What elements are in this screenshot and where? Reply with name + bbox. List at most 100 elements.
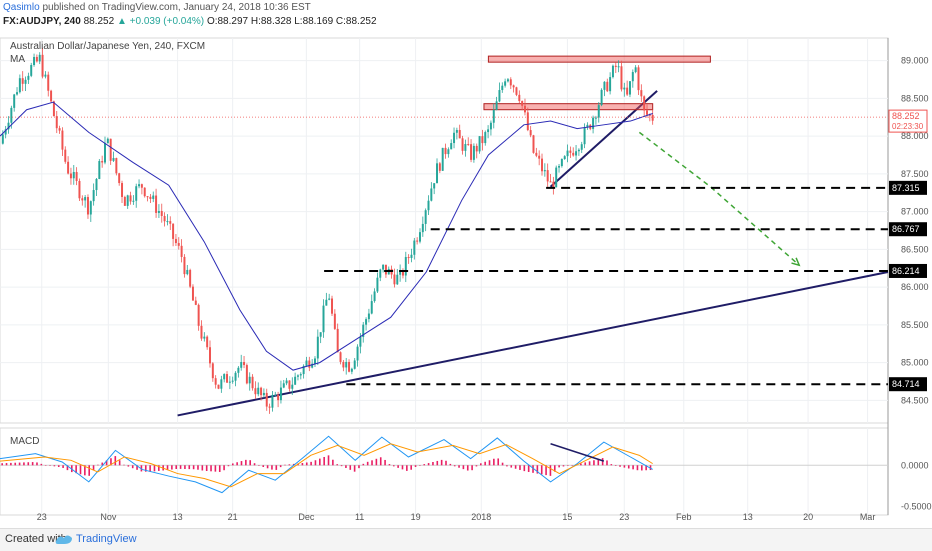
candle-body xyxy=(174,238,177,244)
macd-histogram-bar xyxy=(5,463,8,466)
axis-labels: 23 Nov 13 21 Dec 11 19 2018 15 23 Feb 13 20 Mar 84.500… xyxy=(37,56,932,522)
ma-indicator-label[interactable]: MA xyxy=(10,54,25,65)
candle-body xyxy=(404,257,407,276)
moving-average-line xyxy=(0,101,653,371)
y-tick-label: 88.500 xyxy=(901,93,929,103)
level-badge xyxy=(889,222,927,237)
candle-body xyxy=(319,332,322,337)
macd-histogram-bar xyxy=(514,465,517,469)
macd-histogram-bar xyxy=(314,460,317,466)
macd-histogram-bar xyxy=(40,463,43,466)
candle-body xyxy=(523,105,526,113)
candle-body xyxy=(382,264,385,270)
candle-body xyxy=(106,138,109,144)
candle-body xyxy=(294,376,297,385)
macd-histogram-bar xyxy=(549,465,552,476)
candle-body xyxy=(566,150,569,157)
macd-histogram-bar xyxy=(488,460,491,466)
y-tick-label: 89.000 xyxy=(901,56,929,66)
candle-body xyxy=(478,136,481,152)
macd-indicator-label[interactable]: MACD xyxy=(10,436,40,447)
candle-body xyxy=(353,360,356,369)
price-chart[interactable]: 23 Nov 13 21 Dec 11 19 2018 15 23 Feb 13 20 Mar 84.500… xyxy=(0,0,932,528)
candle-body xyxy=(472,145,475,160)
candle-body xyxy=(609,77,612,92)
author-link[interactable]: Qasimlo xyxy=(3,2,40,13)
macd-histogram-bar xyxy=(144,465,147,472)
macd-histogram-bar xyxy=(523,465,526,472)
candle-body xyxy=(558,166,561,168)
macd-histogram-bar xyxy=(506,465,508,467)
candle-body xyxy=(577,149,580,152)
macd-histogram-bar xyxy=(480,463,482,466)
macd-histogram-bar xyxy=(436,460,439,466)
candle-body xyxy=(526,112,529,131)
macd-histogram-bar xyxy=(310,461,312,466)
macd-histogram-bar xyxy=(584,462,587,466)
candle-body xyxy=(376,277,379,292)
candle-body xyxy=(410,254,413,258)
candle-body xyxy=(450,143,453,150)
candle-body xyxy=(81,198,84,201)
candle-body xyxy=(132,200,135,202)
macd-panel xyxy=(0,435,888,494)
candle-body xyxy=(64,149,67,162)
macd-histogram-bar xyxy=(414,465,417,467)
candle-body xyxy=(44,74,47,77)
candle-body xyxy=(651,114,654,121)
macd-histogram-bar xyxy=(627,465,630,469)
macd-histogram-bar xyxy=(384,459,386,466)
candle-body xyxy=(118,173,121,184)
macd-histogram-bar xyxy=(580,463,582,466)
candle-body xyxy=(217,384,220,389)
candle-body xyxy=(359,337,362,347)
moving-average-series xyxy=(0,101,653,371)
symbol-label: FX:AUDJPY, 240 xyxy=(3,16,81,27)
y-tick-label: 84.500 xyxy=(901,395,929,405)
candle-body xyxy=(109,138,112,161)
macd-histogram-bar xyxy=(497,458,500,466)
candle-body xyxy=(123,196,126,206)
macd-histogram-bar xyxy=(327,455,330,466)
macd-histogram-bar xyxy=(227,465,230,467)
macd-histogram-bar xyxy=(593,460,595,466)
candle-body xyxy=(538,155,541,159)
candle-body xyxy=(401,270,404,276)
y-tick-label: 85.500 xyxy=(901,320,929,330)
macd-histogram-bar xyxy=(432,462,434,466)
macd-histogram-bar xyxy=(36,462,38,466)
candle-body xyxy=(30,65,33,76)
candle-body xyxy=(288,380,291,389)
candle-body xyxy=(461,138,464,151)
macd-histogram-bar xyxy=(379,457,382,466)
macd-histogram-bar xyxy=(249,460,251,466)
candle-body xyxy=(362,324,365,338)
macd-histogram-bar xyxy=(540,465,543,475)
macd-histogram-bar xyxy=(253,463,256,466)
candle-body xyxy=(350,368,353,372)
macd-histogram-bar xyxy=(553,465,556,472)
candle-body xyxy=(194,300,197,305)
macd-histogram-bar xyxy=(536,465,539,474)
candle-body xyxy=(163,215,166,222)
macd-histogram-bar xyxy=(440,459,443,466)
last-price-badge xyxy=(888,109,928,133)
candle-body xyxy=(146,196,149,198)
candle-body xyxy=(467,144,470,146)
macd-histogram-bar xyxy=(301,463,304,466)
candle-body xyxy=(373,291,376,302)
candle-body xyxy=(393,274,396,285)
macd-histogram-bar xyxy=(292,463,295,466)
candle-body xyxy=(296,375,299,377)
tradingview-brand-link[interactable]: TradingView xyxy=(76,533,137,545)
footer-bar: Created with TradingView xyxy=(0,528,932,551)
macd-histogram-bar xyxy=(375,458,378,466)
macd-histogram-bar xyxy=(371,460,373,466)
candle-body xyxy=(41,54,44,77)
macd-histogram-bar xyxy=(349,465,352,470)
macd-histogram-bar xyxy=(240,461,243,466)
candle-body xyxy=(101,161,104,163)
x-tick-label: Dec xyxy=(298,512,315,522)
x-tick-label: 19 xyxy=(411,512,421,522)
candle-body xyxy=(157,210,160,213)
